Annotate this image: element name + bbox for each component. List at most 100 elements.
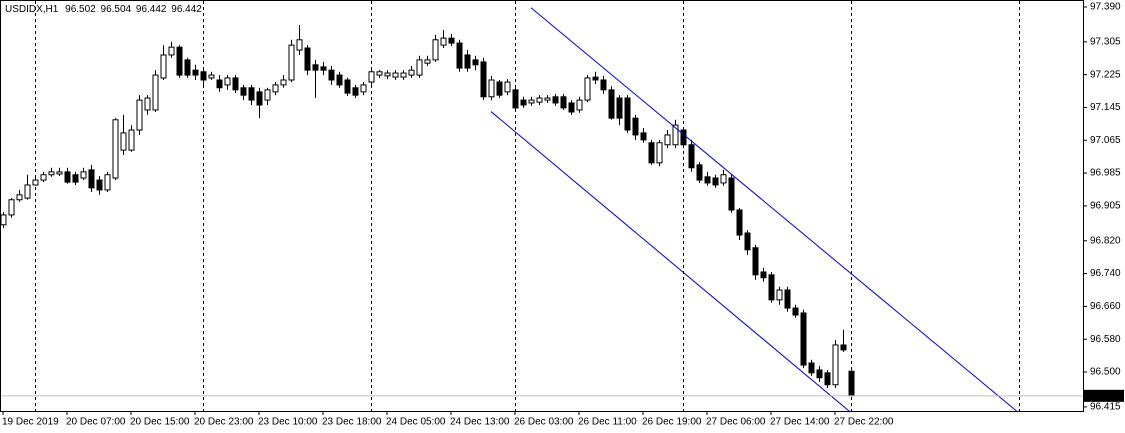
candle-body-up: [720, 174, 727, 184]
last-close: 96.442: [171, 4, 202, 15]
candle-body-down: [632, 117, 639, 136]
candle-body-up: [672, 124, 679, 146]
y-tick-label: 96.660: [1090, 301, 1121, 312]
candle-body-down: [760, 271, 767, 279]
candle-body-up: [104, 174, 111, 191]
y-tick-label: 97.145: [1090, 102, 1121, 113]
candle-body-up: [112, 119, 119, 179]
candle-body-down: [312, 64, 319, 71]
x-tick-label: 26 Dec 03:00: [514, 417, 574, 428]
x-tick-label: 20 Dec 23:00: [194, 417, 254, 428]
candle-body-up: [360, 84, 367, 93]
candle-body-down: [608, 89, 615, 119]
x-tick-label: 24 Dec 13:00: [450, 417, 510, 428]
candle-body-down: [792, 307, 799, 316]
y-tick-label: 96.740: [1090, 268, 1121, 279]
candle-body-up: [48, 171, 55, 176]
candle-body-down: [824, 372, 831, 386]
x-tick-label: 27 Dec 22:00: [834, 417, 894, 428]
candle-body-down: [88, 169, 95, 189]
candle-body-up: [488, 79, 495, 98]
candle-body-up: [56, 171, 63, 175]
candle-body-down: [232, 77, 239, 91]
candle-body-down: [640, 132, 647, 141]
candle-body-down: [712, 177, 719, 186]
x-tick-label: 26 Dec 19:00: [642, 417, 702, 428]
candle-body-down: [816, 369, 823, 379]
candle-body-down: [480, 61, 487, 98]
y-tick-label: 97.305: [1090, 36, 1121, 47]
candle-body-up: [392, 72, 399, 78]
x-tick-label: 20 Dec 07:00: [66, 417, 126, 428]
candle-body-up: [536, 97, 543, 103]
candle-body-down: [320, 66, 327, 71]
candle-body-down: [496, 81, 503, 96]
candle-body-down: [808, 362, 815, 374]
symbol: USDIDX,H1: [5, 4, 59, 15]
candle-body-up: [120, 132, 127, 151]
candle-body-up: [280, 79, 287, 86]
y-tick-label: 96.500: [1090, 367, 1121, 378]
candle-body-down: [592, 76, 599, 81]
last-price-label: 96.442: [1088, 390, 1119, 401]
candle-body-down: [328, 69, 335, 81]
candle-body-down: [248, 87, 255, 101]
x-tick-label: 20 Dec 15:00: [130, 417, 190, 428]
candle-body-down: [752, 247, 759, 276]
candle-body-down: [736, 209, 743, 236]
candle-body-up: [584, 77, 591, 101]
candle-body-up: [272, 84, 279, 93]
candle-body-down: [680, 129, 687, 146]
candle-body-down: [64, 171, 71, 183]
candle-body-up: [368, 71, 375, 83]
candle-body-up: [264, 89, 271, 101]
candle-body-down: [840, 344, 847, 351]
x-tick-label: 27 Dec 14:00: [770, 417, 830, 428]
candle-body-down: [800, 312, 807, 366]
candle-body-up: [384, 72, 391, 77]
x-tick-label: 23 Dec 10:00: [258, 417, 318, 428]
candle-body-up: [776, 289, 783, 301]
candle-body-down: [336, 74, 343, 86]
last-open: 96.502: [65, 4, 96, 15]
candle-body-up: [208, 74, 215, 79]
x-tick-label: 27 Dec 06:00: [706, 417, 766, 428]
candle-body-down: [624, 97, 631, 131]
candle-body-up: [128, 129, 135, 151]
x-tick-label: 19 Dec 2019: [2, 417, 59, 428]
header: USDIDX,H1 96.502 96.504 96.442 96.442: [5, 4, 202, 15]
candle-body-up: [376, 71, 383, 76]
candle-body-up: [144, 97, 151, 111]
candle-body-up: [656, 142, 663, 164]
candle-body-down: [688, 144, 695, 169]
candle-body-up: [432, 39, 439, 61]
y-tick-label: 96.905: [1090, 201, 1121, 212]
candle-body-down: [768, 274, 775, 301]
candle-body-up: [576, 99, 583, 111]
candle-body-down: [784, 289, 791, 309]
x-tick-label: 23 Dec 18:00: [322, 417, 382, 428]
y-tick-label: 96.985: [1090, 168, 1121, 179]
candle-body-down: [72, 174, 79, 183]
candle-body-down: [256, 91, 263, 106]
candle-body-up: [136, 99, 143, 131]
candle-body-down: [240, 87, 247, 96]
candle-body-up: [8, 199, 15, 216]
candle-body-down: [512, 89, 519, 109]
y-tick-label: 97.065: [1090, 135, 1121, 146]
candle-body-up: [80, 171, 87, 179]
candle-body-up: [664, 134, 671, 146]
candle-body-up: [544, 97, 551, 101]
candle-body-up: [296, 39, 303, 51]
candle-body-up: [168, 46, 175, 56]
candle-body-down: [192, 69, 199, 76]
candle-body-up: [408, 69, 415, 76]
candle-body-up: [504, 81, 511, 93]
candle-body-down: [176, 46, 183, 76]
candle-body-down: [704, 176, 711, 184]
candle-body-down: [344, 79, 351, 94]
x-tick-label: 26 Dec 11:00: [578, 417, 637, 428]
candle-body-up: [160, 54, 167, 79]
candle-body-up: [528, 99, 535, 104]
